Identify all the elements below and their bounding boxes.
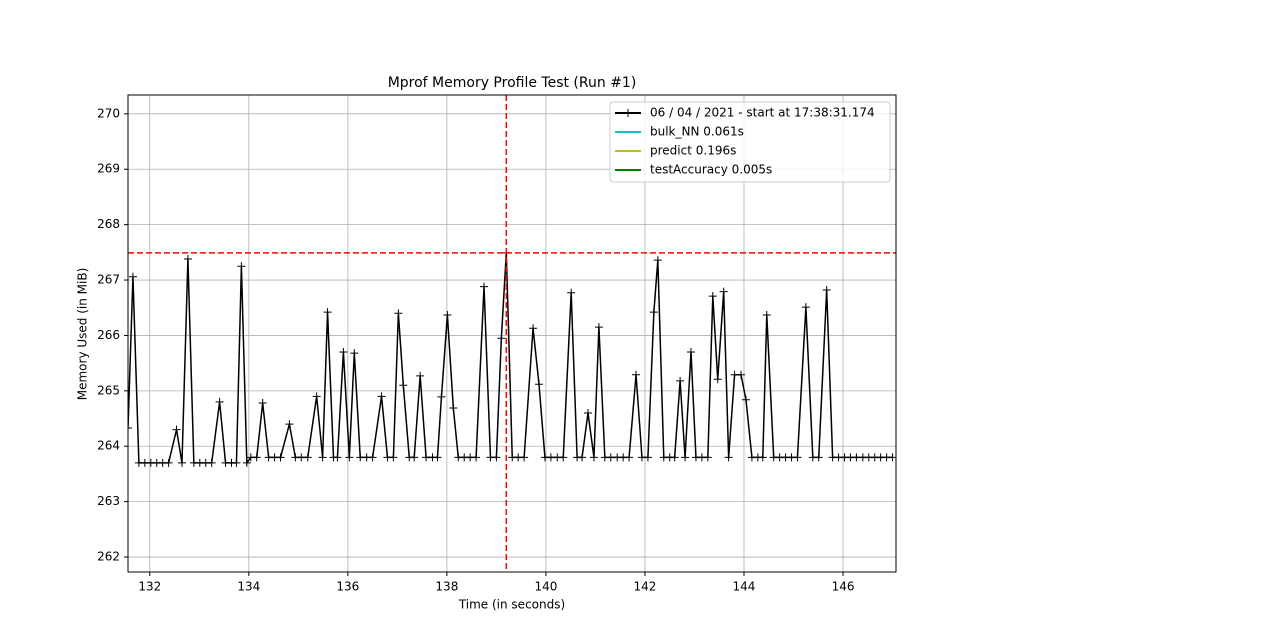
y-tick-label: 270 — [97, 106, 120, 120]
data-point — [318, 453, 327, 462]
data-point — [128, 423, 132, 432]
data-point — [345, 453, 354, 462]
legend-label: bulk_NN 0.061s — [650, 125, 744, 139]
data-point — [713, 375, 722, 384]
data-point — [323, 308, 332, 317]
data-point — [128, 272, 137, 281]
legend-marker — [624, 109, 632, 117]
data-point — [416, 371, 425, 380]
y-tick-label: 265 — [97, 383, 120, 397]
y-tick-label: 263 — [97, 494, 120, 508]
data-point — [252, 453, 261, 462]
data-point — [237, 262, 246, 271]
data-point — [437, 392, 446, 401]
data-point — [410, 453, 419, 462]
data-point — [480, 282, 489, 291]
data-point — [888, 453, 896, 462]
data-point — [520, 453, 529, 462]
data-point — [681, 453, 690, 462]
data-point — [814, 453, 823, 462]
data-point — [719, 287, 728, 296]
data-point — [670, 453, 679, 462]
data-point — [368, 453, 377, 462]
data-point — [164, 458, 173, 467]
data-point — [449, 404, 458, 413]
data-point — [339, 348, 348, 357]
data-point — [394, 309, 403, 318]
data-point — [534, 380, 543, 389]
data-point — [472, 453, 481, 462]
data-point — [653, 256, 662, 265]
y-tick-label: 269 — [97, 162, 120, 176]
legend-label: predict 0.196s — [650, 144, 736, 158]
data-point — [724, 453, 733, 462]
x-tick-label: 142 — [633, 580, 656, 594]
data-point — [632, 370, 641, 379]
x-tick-label: 144 — [733, 580, 756, 594]
data-point — [589, 453, 598, 462]
data-point — [822, 286, 831, 295]
data-point — [177, 458, 186, 467]
data-point — [741, 395, 750, 404]
x-tick-label: 138 — [435, 580, 458, 594]
y-tick-label: 268 — [97, 217, 120, 231]
x-tick-label: 140 — [534, 580, 557, 594]
x-tick-label: 136 — [336, 580, 359, 594]
legend-box — [609, 101, 891, 183]
data-point — [643, 453, 652, 462]
data-point — [676, 376, 685, 385]
x-tick-label: 146 — [832, 580, 855, 594]
legend-label: testAccuracy 0.005s — [650, 163, 772, 177]
data-point — [529, 324, 538, 333]
data-point — [285, 420, 294, 429]
data-point — [559, 453, 568, 462]
legend-label: 06 / 04 / 2021 - start at 17:38:31.174 — [650, 106, 875, 120]
data-point — [801, 303, 810, 312]
data-point — [687, 348, 696, 357]
data-point — [793, 453, 802, 462]
x-axis-label: Time (in seconds) — [458, 598, 565, 612]
data-point — [567, 288, 576, 297]
y-tick-label: 264 — [97, 439, 120, 453]
data-point — [333, 453, 342, 462]
plot-frame — [127, 94, 897, 573]
data-point — [443, 310, 452, 319]
data-point — [492, 453, 501, 462]
data-point — [242, 458, 251, 467]
data-point — [433, 453, 442, 462]
x-tick-label: 132 — [138, 580, 161, 594]
data-point — [172, 425, 181, 434]
y-tick-label: 267 — [97, 273, 120, 287]
data-point — [350, 349, 359, 358]
data-point — [497, 334, 506, 343]
data-point — [399, 381, 408, 390]
plot-area — [128, 95, 896, 572]
data-point — [703, 453, 712, 462]
data-point — [584, 409, 593, 417]
y-tick-label: 266 — [97, 328, 120, 342]
data-point — [303, 453, 312, 462]
x-tick-label: 134 — [237, 580, 260, 594]
data-point — [276, 453, 285, 462]
chart-title: Mprof Memory Profile Test (Run #1) — [388, 75, 637, 91]
data-point — [625, 453, 634, 462]
y-axis-label: Memory Used (in MiB) — [76, 268, 90, 401]
data-point — [232, 458, 241, 467]
data-point — [649, 308, 658, 317]
data-point — [258, 399, 267, 408]
data-point — [762, 310, 771, 319]
data-point — [389, 453, 398, 462]
data-point — [207, 458, 216, 467]
data-point — [737, 370, 746, 379]
data-point — [377, 392, 386, 401]
data-point — [594, 323, 603, 332]
data-point — [708, 292, 717, 301]
data-point — [183, 254, 192, 263]
data-point — [578, 453, 587, 462]
data-point — [215, 397, 224, 406]
y-tick-label: 262 — [97, 550, 120, 564]
data-point — [312, 392, 321, 401]
data-point — [758, 453, 767, 462]
